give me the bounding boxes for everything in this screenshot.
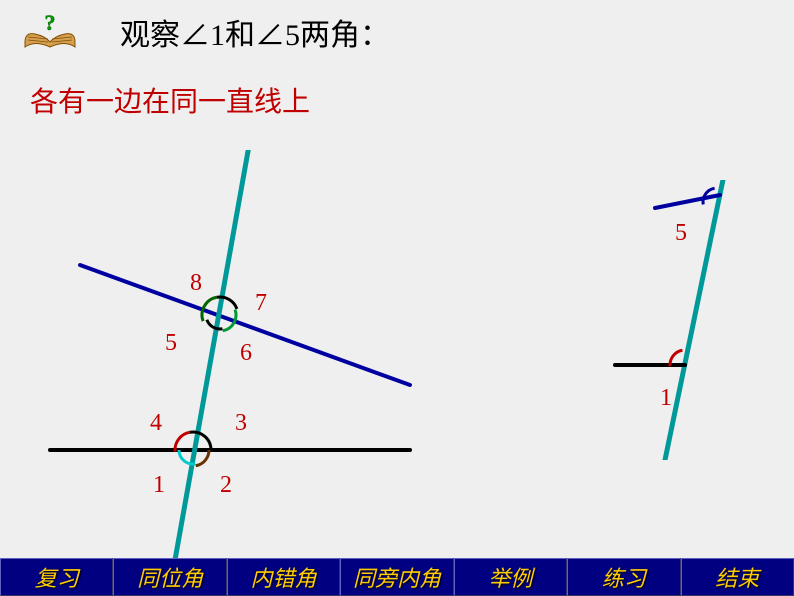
svg-text:?: ?	[45, 12, 56, 35]
nav-co-interior[interactable]: 同旁内角	[340, 558, 453, 596]
header: ? 观察∠1和∠5两角：	[20, 10, 390, 54]
nav-practice[interactable]: 练习	[567, 558, 680, 596]
subtitle: 各有一边在同一直线上	[30, 80, 310, 120]
nav-example[interactable]: 举例	[454, 558, 567, 596]
page-title: 观察∠1和∠5两角：	[120, 10, 390, 54]
nav-end[interactable]: 结束	[681, 558, 794, 596]
side-diagram: 51	[580, 180, 760, 460]
nav-review[interactable]: 复习	[0, 558, 113, 596]
side-diagram-svg	[580, 180, 760, 460]
nav-corresponding[interactable]: 同位角	[113, 558, 226, 596]
nav-bar: 复习 同位角 内错角 同旁内角 举例 练习 结束	[0, 558, 794, 596]
nav-alternate-interior[interactable]: 内错角	[227, 558, 340, 596]
main-diagram: 12345678	[40, 150, 440, 550]
book-question-icon: ?	[20, 12, 80, 52]
